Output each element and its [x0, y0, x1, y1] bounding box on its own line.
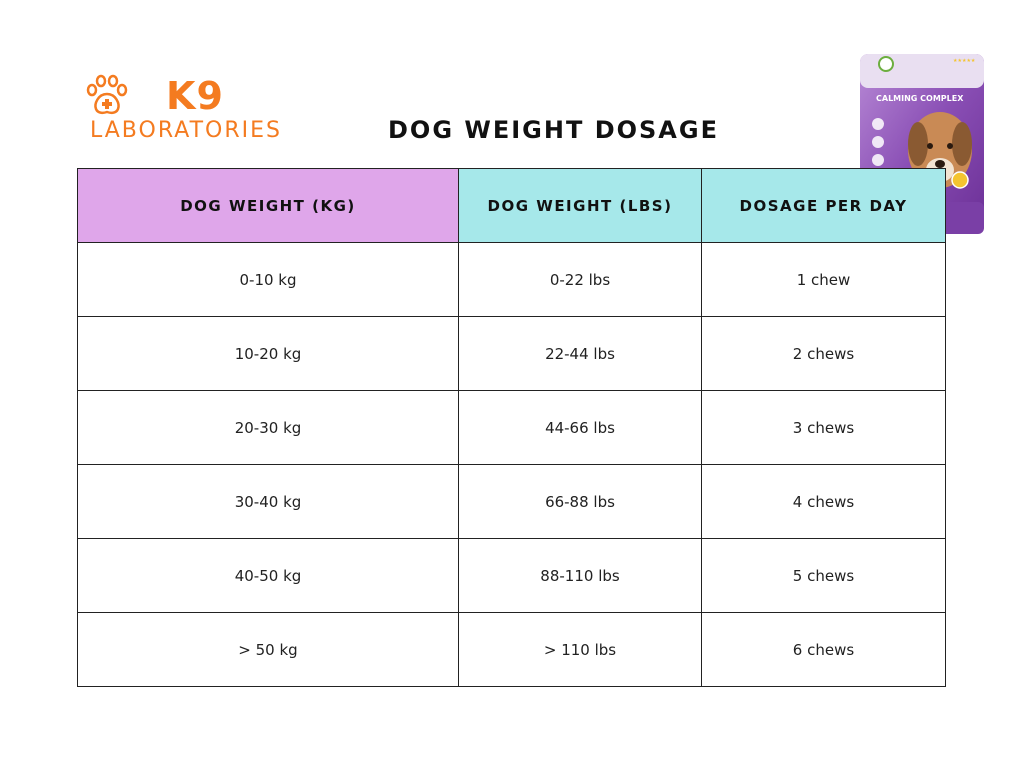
- brand-name-primary: K9: [166, 74, 224, 118]
- page-title: DOG WEIGHT DOSAGE: [388, 116, 719, 144]
- table-row: 40-50 kg 88-110 lbs 5 chews: [77, 538, 946, 613]
- product-label: CALMING COMPLEX: [876, 94, 964, 103]
- cell-weight-lbs: 44-66 lbs: [458, 390, 702, 465]
- cell-dosage: 5 chews: [701, 538, 946, 613]
- cell-dosage: 4 chews: [701, 464, 946, 539]
- cell-weight-lbs: 22-44 lbs: [458, 316, 702, 391]
- cell-weight-kg: 10-20 kg: [77, 316, 459, 391]
- table-row: 20-30 kg 44-66 lbs 3 chews: [77, 390, 946, 465]
- cell-dosage: 3 chews: [701, 390, 946, 465]
- table-row: 10-20 kg 22-44 lbs 2 chews: [77, 316, 946, 391]
- cell-weight-lbs: 88-110 lbs: [458, 538, 702, 613]
- cell-weight-lbs: > 110 lbs: [458, 612, 702, 687]
- cell-weight-lbs: 0-22 lbs: [458, 242, 702, 317]
- cell-dosage: 1 chew: [701, 242, 946, 317]
- table-row: 30-40 kg 66-88 lbs 4 chews: [77, 464, 946, 539]
- cell-dosage: 6 chews: [701, 612, 946, 687]
- header-dog-weight-kg: DOG WEIGHT (KG): [77, 168, 459, 243]
- table-row: > 50 kg > 110 lbs 6 chews: [77, 612, 946, 687]
- cell-weight-kg: > 50 kg: [77, 612, 459, 687]
- table-row: 0-10 kg 0-22 lbs 1 chew: [77, 242, 946, 317]
- dosage-table: DOG WEIGHT (KG) DOG WEIGHT (LBS) DOSAGE …: [77, 168, 946, 687]
- brand-logo: K9 LABORATORIES: [84, 74, 314, 144]
- cell-dosage: 2 chews: [701, 316, 946, 391]
- svg-text:★★★★★: ★★★★★: [953, 58, 976, 64]
- header-dosage-per-day: DOSAGE PER DAY: [701, 168, 946, 243]
- paw-cross-icon: [86, 74, 128, 115]
- cell-weight-kg: 20-30 kg: [77, 390, 459, 465]
- cell-weight-lbs: 66-88 lbs: [458, 464, 702, 539]
- cell-weight-kg: 40-50 kg: [77, 538, 459, 613]
- header-dog-weight-lbs: DOG WEIGHT (LBS): [458, 168, 702, 243]
- brand-name-secondary: LABORATORIES: [90, 118, 282, 143]
- table-header-row: DOG WEIGHT (KG) DOG WEIGHT (LBS) DOSAGE …: [77, 168, 946, 243]
- cell-weight-kg: 0-10 kg: [77, 242, 459, 317]
- cell-weight-kg: 30-40 kg: [77, 464, 459, 539]
